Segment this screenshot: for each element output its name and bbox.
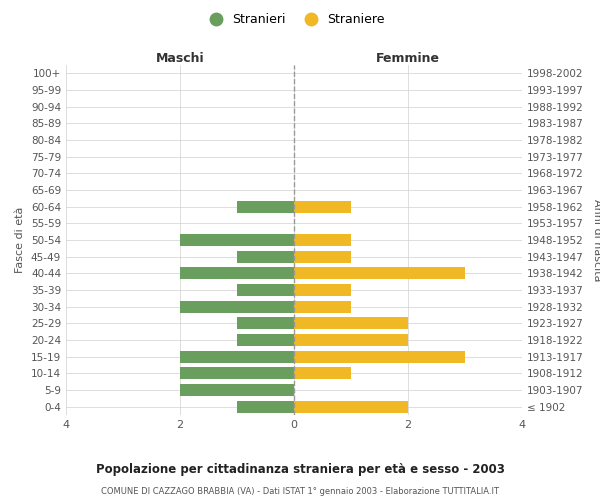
Bar	[294, 250, 351, 262]
Bar	[237, 250, 294, 262]
Bar	[180, 300, 294, 312]
Bar	[294, 334, 408, 346]
Bar	[180, 368, 294, 380]
Text: Maschi: Maschi	[155, 52, 205, 65]
Bar	[294, 350, 465, 362]
Bar	[237, 334, 294, 346]
Bar	[294, 284, 351, 296]
Text: Femmine: Femmine	[376, 52, 440, 65]
Text: COMUNE DI CAZZAGO BRABBIA (VA) - Dati ISTAT 1° gennaio 2003 - Elaborazione TUTTI: COMUNE DI CAZZAGO BRABBIA (VA) - Dati IS…	[101, 488, 499, 496]
Bar	[294, 200, 351, 212]
Y-axis label: Fasce di età: Fasce di età	[16, 207, 25, 273]
Bar	[180, 234, 294, 246]
Bar	[180, 384, 294, 396]
Bar	[237, 318, 294, 330]
Bar	[237, 200, 294, 212]
Bar	[294, 318, 408, 330]
Text: Popolazione per cittadinanza straniera per età e sesso - 2003: Popolazione per cittadinanza straniera p…	[95, 462, 505, 475]
Bar	[294, 268, 465, 280]
Legend: Stranieri, Straniere: Stranieri, Straniere	[199, 8, 389, 31]
Bar	[180, 268, 294, 280]
Bar	[237, 284, 294, 296]
Bar	[294, 300, 351, 312]
Y-axis label: Anni di nascita: Anni di nascita	[592, 198, 600, 281]
Bar	[180, 350, 294, 362]
Bar	[294, 400, 408, 412]
Bar	[294, 368, 351, 380]
Bar	[294, 234, 351, 246]
Bar	[237, 400, 294, 412]
